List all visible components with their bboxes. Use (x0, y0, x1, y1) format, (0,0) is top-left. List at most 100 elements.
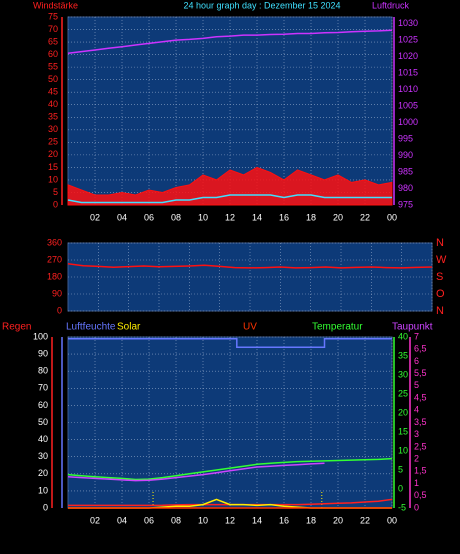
x-tick-label: 04 (117, 515, 127, 525)
y3-tick-label: 1 (414, 478, 419, 488)
y-tick-label: 30 (48, 124, 58, 134)
series-line (67, 462, 325, 482)
y2-tick-label: 1020 (398, 51, 418, 61)
x-tick-label: 16 (279, 212, 289, 222)
y2-tick-label: N (436, 305, 444, 317)
y-tick-label: 45 (48, 87, 58, 97)
y3-tick-label: 0,5 (414, 490, 427, 500)
legend-label: Luftfeuchte (66, 322, 116, 333)
y2-tick-label: 975 (398, 199, 413, 209)
series-line (67, 29, 393, 55)
series-line (67, 194, 392, 204)
y-tick-label: 35 (48, 112, 58, 122)
x-tick-label: 14 (252, 515, 262, 525)
y2-tick-label: 35 (398, 350, 408, 360)
y2-tick-label: 40 (398, 331, 408, 341)
x-tick-label: 12 (225, 515, 235, 525)
y-tick-label: 50 (38, 417, 48, 427)
y3-tick-label: 1,5 (414, 466, 427, 476)
y2-tick-label: S (436, 271, 443, 283)
y-tick-label: 40 (38, 434, 48, 444)
y2-tick-label: 0 (398, 483, 403, 493)
y-tick-label: 65 (48, 36, 58, 46)
y2-tick-label: -5 (398, 502, 406, 512)
y-tick-label: 0 (43, 502, 48, 512)
legend-label: Solar (117, 322, 141, 333)
legend-label: UV (243, 322, 257, 333)
y2-tick-label: 30 (398, 369, 408, 379)
y2-tick-label: 985 (398, 166, 413, 176)
y2-tick-label: 15 (398, 426, 408, 436)
y3-tick-label: 3,5 (414, 417, 427, 427)
y-tick-label: 180 (47, 271, 62, 281)
pressure-axis-title: Luftdruck (372, 0, 410, 10)
y3-tick-label: 5 (414, 380, 419, 390)
wind-axis-title: Windstärke (33, 0, 78, 10)
y-tick-label: 15 (48, 162, 58, 172)
x-tick-label: 14 (252, 212, 262, 222)
y-tick-label: 0 (57, 305, 62, 315)
y-tick-label: 25 (48, 137, 58, 147)
y-tick-label: 90 (38, 348, 48, 358)
y-tick-label: 360 (47, 237, 62, 247)
y-tick-label: 90 (52, 288, 62, 298)
y2-tick-label: 1025 (398, 34, 418, 44)
y2-tick-label: 1015 (398, 67, 418, 77)
y3-tick-label: 5,5 (414, 368, 427, 378)
chart-title: 24 hour graph day : Dezember 15 2024 (183, 0, 340, 10)
x-tick-label: 08 (171, 212, 181, 222)
x-tick-label: 22 (360, 515, 370, 525)
x-tick-label: 00 (387, 212, 397, 222)
y-tick-label: 20 (48, 149, 58, 159)
y-tick-label: 20 (38, 468, 48, 478)
y-tick-label: 70 (48, 24, 58, 34)
y-tick-label: 10 (38, 485, 48, 495)
y3-tick-label: 6,5 (414, 344, 427, 354)
y3-tick-label: 2,5 (414, 441, 427, 451)
y2-tick-label: W (436, 254, 447, 266)
y-tick-label: 80 (38, 366, 48, 376)
y3-tick-label: 6 (414, 356, 419, 366)
y-tick-label: 55 (48, 62, 58, 72)
y2-tick-label: 1010 (398, 84, 418, 94)
y3-tick-label: 2 (414, 454, 419, 464)
y-tick-label: 0 (53, 199, 58, 209)
x-tick-label: 20 (333, 515, 343, 525)
y-tick-label: 5 (53, 187, 58, 197)
series-line (68, 337, 392, 349)
x-tick-label: 06 (144, 515, 154, 525)
x-tick-label: 18 (306, 212, 316, 222)
y2-tick-label: 995 (398, 133, 413, 143)
x-tick-label: 02 (90, 212, 100, 222)
x-tick-label: 22 (360, 212, 370, 222)
y2-tick-label: 1000 (398, 117, 418, 127)
x-tick-label: 10 (198, 515, 208, 525)
legend-label: Temperatur (312, 322, 363, 333)
y-tick-label: 270 (47, 254, 62, 264)
y2-tick-label: N (436, 237, 444, 249)
y2-tick-label: 25 (398, 388, 408, 398)
y-tick-label: 10 (48, 174, 58, 184)
x-tick-label: 18 (306, 515, 316, 525)
y3-tick-label: 0 (414, 502, 419, 512)
y3-tick-label: 4 (414, 405, 419, 415)
y-tick-label: 40 (48, 99, 58, 109)
legend-label: Regen (2, 322, 31, 333)
x-tick-label: 10 (198, 212, 208, 222)
y3-tick-label: 7 (414, 331, 419, 341)
y2-tick-label: 20 (398, 407, 408, 417)
x-tick-label: 16 (279, 515, 289, 525)
y2-tick-label: 1030 (398, 18, 418, 28)
x-tick-label: 20 (333, 212, 343, 222)
x-tick-label: 12 (225, 212, 235, 222)
y-tick-label: 100 (33, 331, 48, 341)
y2-tick-label: 980 (398, 183, 413, 193)
y2-tick-label: 5 (398, 464, 403, 474)
x-tick-label: 06 (144, 212, 154, 222)
y-tick-label: 75 (48, 11, 58, 21)
series-line (67, 457, 393, 481)
y-tick-label: 50 (48, 74, 58, 84)
y2-tick-label: 1005 (398, 100, 418, 110)
